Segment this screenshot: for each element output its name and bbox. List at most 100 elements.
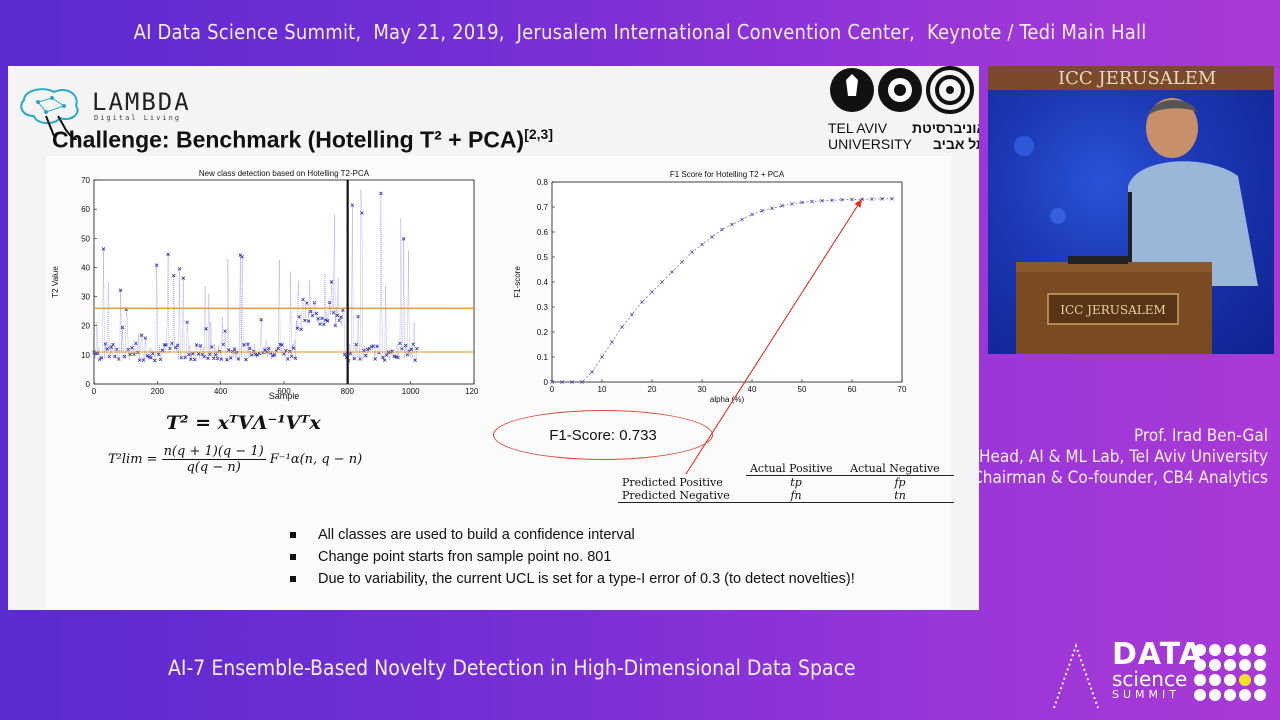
data-point: [306, 319, 311, 323]
x-tick-label: 20: [648, 385, 657, 394]
logo-dot: [1239, 644, 1251, 656]
data-point: [750, 212, 754, 217]
table-cell: fp: [894, 476, 906, 489]
data-point: [356, 314, 360, 319]
y-tick-label: 50: [81, 234, 90, 243]
logo-dot: [1209, 644, 1221, 656]
data-point: [382, 358, 387, 363]
data-point: [379, 191, 383, 196]
data-point: [890, 196, 894, 201]
summit-venue: Jerusalem International Convention Cente…: [516, 20, 916, 44]
data-point: [257, 351, 262, 356]
y-tick-label: 0: [86, 380, 91, 389]
f1-score-callout: F1-Score: 0.733: [493, 410, 713, 460]
y-tick-label: 0.5: [537, 253, 549, 262]
logo-dot: [1194, 644, 1206, 656]
data-point: [411, 342, 415, 347]
table-header-cell: [618, 462, 746, 476]
logo-dot: [1224, 689, 1236, 701]
logo-dot: [1224, 674, 1236, 686]
backdrop-sign: ICC JERUSALEM: [1058, 68, 1216, 89]
event-banner: AI Data Science Summit, May 21, 2019, Je…: [0, 0, 1280, 64]
table-cell: tn: [846, 489, 954, 503]
tlim-formula-numerator: n(q + 1)(q − 1): [161, 444, 266, 460]
logo-dot: [1239, 674, 1251, 686]
logo-dot: [1254, 659, 1266, 671]
data-point: [800, 200, 804, 205]
data-science-summit-text: DATA science SUMMIT: [1112, 640, 1203, 702]
y-tick-label: 0.6: [537, 228, 549, 237]
data-point: [700, 242, 704, 247]
x-tick-label: 40: [748, 385, 757, 394]
data-point: [381, 355, 385, 360]
data-point: [740, 217, 744, 222]
logo-dot: [1254, 689, 1266, 701]
logo-dot: [1254, 674, 1266, 686]
x-tick-label: 600: [277, 387, 291, 396]
y-tick-label: 20: [81, 322, 90, 331]
data-point: [202, 354, 206, 359]
data-point: [318, 322, 322, 326]
data-point: [413, 358, 417, 362]
data-point: [329, 280, 334, 284]
data-point: [560, 380, 564, 384]
series-line: [93, 189, 418, 362]
arrow-line: [685, 198, 863, 475]
data-point: [232, 347, 237, 351]
y-tick-label: 60: [81, 205, 90, 214]
x-axis-label: Sample: [269, 391, 300, 401]
data-point: [322, 322, 326, 327]
university-name-en-1: TEL AVIV: [828, 120, 888, 136]
data-point: [620, 325, 624, 329]
table-cell: fn: [745, 489, 847, 503]
data-science-summit-logo: [1053, 643, 1266, 709]
data-point: [291, 346, 296, 350]
t2-formula: T² = xᵀVΛ⁻¹Vᵀx: [166, 412, 321, 434]
speaker-name: Prof. Irad Ben-Gal: [1134, 426, 1268, 446]
data-point: [246, 342, 250, 346]
data-point: [181, 276, 186, 280]
data-point: [96, 351, 100, 356]
logo-dot: [1224, 644, 1236, 656]
data-point: [870, 197, 874, 201]
data-point: [580, 380, 584, 384]
x-tick-label: 1000: [402, 387, 420, 396]
data-point: [310, 313, 315, 318]
data-point: [145, 354, 149, 358]
data-point: [820, 198, 824, 203]
data-point: [371, 344, 376, 348]
data-point: [187, 352, 191, 357]
slide-bullet-list: All classes are used to build a confiden…: [290, 524, 855, 590]
data-point: [640, 300, 644, 304]
data-point: [570, 380, 574, 384]
data-point: [710, 235, 714, 239]
table-header-cell: Actual Negative: [846, 462, 954, 476]
lambda-logo-text: LAMBDA: [92, 88, 191, 116]
logo-line-data: DATA: [1112, 637, 1204, 672]
data-point: [189, 357, 193, 361]
table-row: Predicted Positive tp fp: [618, 476, 954, 489]
lambda-brain-icon: [20, 88, 79, 140]
chart-title: F1 Score for Hotelling T2 + PCA: [670, 170, 785, 179]
data-point: [348, 351, 353, 356]
speaker-info: Prof. Irad Ben-Gal Head, AI & ML Lab, Te…: [968, 426, 1268, 489]
data-point: [335, 313, 339, 318]
list-item: Change point starts fron sample point no…: [290, 546, 855, 568]
data-point: [293, 356, 298, 361]
data-point: [600, 355, 604, 359]
series-line: [552, 198, 892, 383]
x-tick-label: 30: [698, 385, 707, 394]
y-tick-label: 0.3: [537, 303, 549, 312]
y-tick-label: 70: [81, 176, 90, 185]
logo-dot: [1239, 659, 1251, 671]
data-point: [324, 318, 328, 323]
slide-title-text: Challenge: Benchmark (Hotelling T² + PCA…: [52, 126, 525, 153]
data-point: [880, 196, 884, 201]
data-point: [208, 352, 212, 357]
y-tick-label: 10: [81, 351, 90, 360]
x-tick-label: 400: [214, 387, 228, 396]
y-tick-label: 0.4: [537, 278, 549, 287]
hotelling-t2-chart: New class detection based on Hotelling T…: [51, 169, 478, 401]
x-tick-label: 10: [598, 385, 607, 394]
